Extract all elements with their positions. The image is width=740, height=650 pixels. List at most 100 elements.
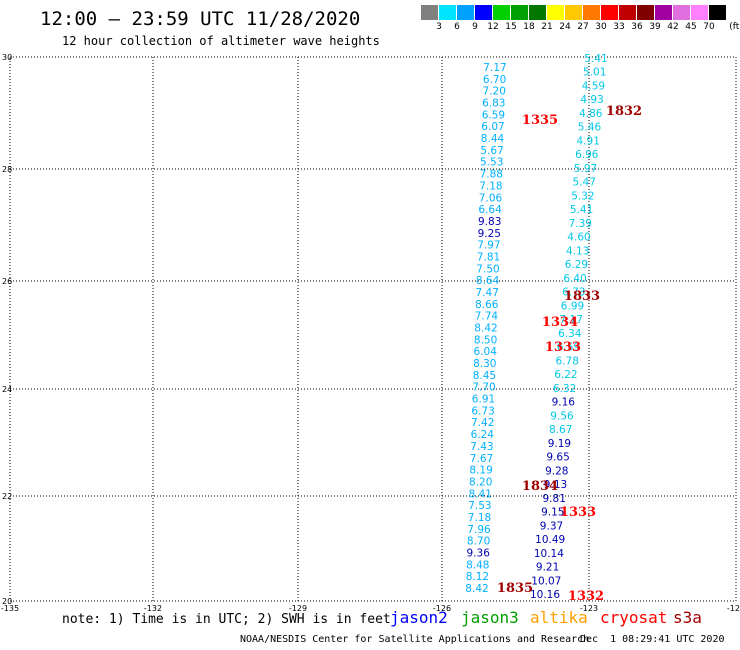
legend-swatch xyxy=(691,5,708,20)
track-right-value: 6.59 xyxy=(557,342,580,354)
legend-swatch xyxy=(619,5,636,20)
track-left-value: 7.96 xyxy=(467,524,491,536)
lat-tick-label: 28 xyxy=(2,165,12,174)
track-left-value: 6.73 xyxy=(471,405,494,417)
track-right-value: 10.49 xyxy=(535,534,565,546)
track-right-value: 4.91 xyxy=(577,136,600,148)
satellite-jason3: jason3 xyxy=(461,608,519,627)
track-right-value: 5.47 xyxy=(573,177,596,189)
track-right-value: 4.13 xyxy=(566,245,589,257)
track-right-value: 9.16 xyxy=(552,397,576,409)
legend-swatch xyxy=(547,5,564,20)
track-left-value: 7.97 xyxy=(477,240,500,252)
track-right-value: 9.19 xyxy=(548,438,571,450)
track-left-value: 6.64 xyxy=(478,204,502,216)
satellite-jason2: jason2 xyxy=(390,608,448,627)
lon-tick-label: -129 xyxy=(289,604,307,613)
pass-time-label: 1332 xyxy=(568,589,604,604)
pass-time-label: 1835 xyxy=(497,581,533,596)
track-right-value: 9.28 xyxy=(545,465,568,477)
track-right-value: 4.59 xyxy=(582,81,605,93)
track-left-value: 7.53 xyxy=(468,500,491,512)
track-left-value: 9.25 xyxy=(478,228,501,240)
track-left-value: 8.20 xyxy=(469,476,492,488)
legend-swatch xyxy=(511,5,528,20)
track-right-value: 10.14 xyxy=(534,548,564,560)
legend-swatch xyxy=(529,5,546,20)
track-right-value: 6.99 xyxy=(561,300,584,312)
track-right-value: 6.32 xyxy=(553,383,576,395)
legend-swatch xyxy=(421,5,438,20)
legend-swatch xyxy=(493,5,510,20)
legend-label: 27 xyxy=(577,22,589,32)
track-right-value: 10.16 xyxy=(530,589,560,601)
track-left-value: 8.44 xyxy=(481,133,505,145)
track-left-value: 7.74 xyxy=(475,311,499,323)
track-left-value: 7.06 xyxy=(479,192,503,204)
track-left-value: 7.67 xyxy=(470,453,493,465)
track-left-value: 7.43 xyxy=(470,441,493,453)
pass-time-label: 1834 xyxy=(522,479,558,494)
track-left-value: 6.70 xyxy=(483,74,506,86)
track-left-value: 8.12 xyxy=(466,571,489,583)
track-left-value: 8.45 xyxy=(473,370,496,382)
track-left-value: 8.50 xyxy=(474,334,497,346)
track-right-value: 9.37 xyxy=(540,520,563,532)
track-left-value: 8.70 xyxy=(467,536,490,548)
track-left-value: 7.18 xyxy=(468,512,491,524)
legend-label: 12 xyxy=(487,22,499,32)
track-left-value: 8.42 xyxy=(465,583,488,595)
track-right-value: 4.60 xyxy=(567,232,590,244)
track-right-value: 7.39 xyxy=(569,218,592,230)
page-title: 12:00 — 23:59 UTC 11/28/2020 xyxy=(40,8,361,30)
legend-swatch xyxy=(439,5,456,20)
track-right-value: 10.07 xyxy=(531,575,561,587)
track-left-value: 8.19 xyxy=(469,465,492,477)
lon-tick-label: -123 xyxy=(580,604,598,613)
track-right-value: 6.78 xyxy=(556,355,579,367)
lat-tick-label: 20 xyxy=(2,597,12,606)
track-right-value: 9.21 xyxy=(536,562,559,574)
lon-tick-label: -126 xyxy=(433,604,451,613)
pass-time-label: 1333 xyxy=(545,340,581,355)
legend-label: 9 xyxy=(472,22,478,32)
track-left-value: 6.07 xyxy=(481,121,504,133)
track-right-value: 9.13 xyxy=(544,479,567,491)
track-right-value: 9.81 xyxy=(543,493,566,505)
legend-swatch xyxy=(673,5,690,20)
legend-label: 33 xyxy=(613,22,625,32)
satellite-s3a: s3a xyxy=(673,608,702,627)
legend-label: 39 xyxy=(649,22,661,32)
track-right-value: 5.32 xyxy=(571,190,594,202)
legend-swatch xyxy=(601,5,618,20)
legend-label: 3 xyxy=(436,22,442,32)
track-left-value: 7.47 xyxy=(476,287,499,299)
lon-tick-label: -132 xyxy=(144,604,162,613)
track-left-value: 6.91 xyxy=(472,394,495,406)
pass-time-label: 1335 xyxy=(522,113,558,128)
satellite-altika: altika xyxy=(530,608,588,627)
track-right-value: 5.01 xyxy=(583,67,606,79)
track-left-value: 6.24 xyxy=(471,429,495,441)
track-left-value: 5.67 xyxy=(480,145,503,157)
pass-time-label: 1333 xyxy=(560,505,596,520)
track-right-value: 9.65 xyxy=(546,452,569,464)
track-left-value: 8.41 xyxy=(469,488,492,500)
track-right-value: 4.93 xyxy=(580,94,603,106)
map-frame xyxy=(9,56,737,602)
track-left-value: 6.04 xyxy=(474,346,498,358)
track-right-value: 6.96 xyxy=(575,149,599,161)
track-left-value: 7.50 xyxy=(476,263,499,275)
legend-label: 24 xyxy=(559,22,571,32)
track-left-value: 8.64 xyxy=(476,275,500,287)
track-left-value: 7.81 xyxy=(477,252,500,264)
track-left-value: 7.17 xyxy=(483,62,506,74)
track-left-value: 7.18 xyxy=(479,180,502,192)
legend-label: 18 xyxy=(523,22,535,32)
legend-swatch xyxy=(709,5,726,20)
track-right-value: 6.34 xyxy=(558,328,582,340)
legend-label: 36 xyxy=(631,22,643,32)
footer-note: note: 1) Time is in UTC; 2) SWH is in fe… xyxy=(62,612,391,627)
lat-tick-label: 30 xyxy=(2,53,12,62)
